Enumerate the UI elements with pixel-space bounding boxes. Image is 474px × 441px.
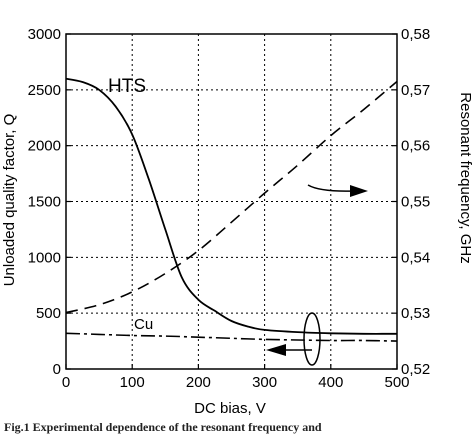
grid — [66, 34, 397, 369]
y-left-tick-label: 2500 — [28, 82, 61, 99]
series-line-cu — [65, 332, 398, 342]
series-layer — [65, 77, 398, 342]
y-axis-right-label: Resonant frequency, GHz — [457, 92, 474, 263]
series-line-hts — [65, 77, 398, 335]
x-tick-label: 400 — [318, 374, 343, 391]
chart: 0 100 200 300 400 500 0 500 1000 1500 2000 2500 3000… — [1, 26, 474, 417]
y-left-tick-label: 500 — [36, 305, 61, 322]
y-right-tick-label: 0,55 — [401, 194, 430, 211]
series-label-cu: Cu — [134, 316, 153, 333]
series-line-frequency — [65, 80, 398, 314]
ticks — [65, 33, 398, 370]
y-left-tick-label: 3000 — [28, 26, 61, 43]
y-right-tick-label: 0,56 — [401, 138, 430, 155]
figure-caption: Fig.1 Experimental dependence of the res… — [4, 420, 322, 434]
x-tick-label: 100 — [120, 374, 145, 391]
x-tick-label: 500 — [384, 374, 409, 391]
x-tick-label: 300 — [252, 374, 277, 391]
x-tick-label: 0 — [62, 374, 70, 391]
left-axis-indicator — [266, 312, 321, 366]
series-label-hts: HTS — [108, 76, 146, 97]
tick-labels: 0 100 200 300 400 500 0 500 1000 1500 2000 2500 3000… — [28, 26, 431, 391]
y-right-tick-label: 0,53 — [401, 305, 430, 322]
right-axis-arrow — [307, 184, 368, 197]
y-left-tick-label: 1000 — [28, 249, 61, 266]
y-left-tick-label: 2000 — [28, 138, 61, 155]
y-right-tick-label: 0,54 — [401, 249, 430, 266]
y-right-tick-label: 0,52 — [401, 361, 430, 378]
y-right-tick-label: 0,57 — [401, 82, 430, 99]
y-left-tick-label: 0 — [53, 361, 61, 378]
y-right-tick-label: 0,58 — [401, 26, 430, 43]
x-axis-label: DC bias, V — [194, 400, 266, 417]
x-tick-label: 200 — [186, 374, 211, 391]
y-left-tick-label: 1500 — [28, 194, 61, 211]
y-axis-left-label: Unloaded quality factor, Q — [1, 114, 18, 287]
